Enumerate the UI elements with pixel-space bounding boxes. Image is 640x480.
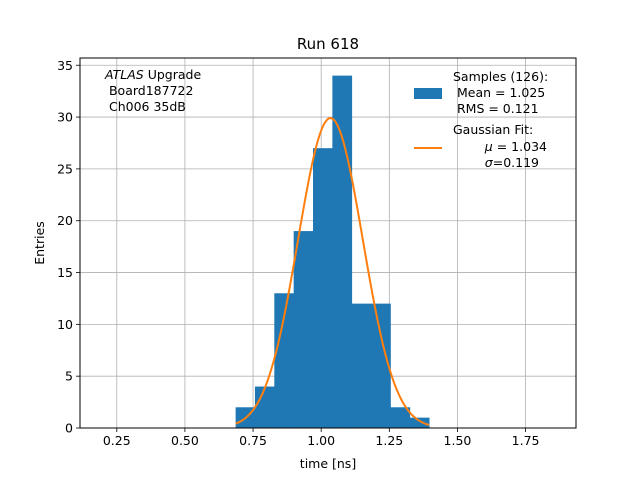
axis-ticks: 0.25 0.50 0.75 1.00 1.25 1.50 1.75 0 5 10 15 20 25 30…: [57, 58, 539, 448]
histogram-bar-9: [409, 417, 430, 428]
y-tick-label-4: 20: [57, 213, 73, 228]
x-tick-label-6: 1.75: [512, 433, 540, 448]
histogram-bar-8: [390, 407, 411, 428]
histogram-bar-3: [293, 231, 314, 428]
legend-fit-mu-value: = 1.034: [493, 139, 547, 154]
svg-text:σ=0.119: σ=0.119: [453, 155, 559, 170]
legend-hist-name: Samples (126):: [453, 69, 548, 84]
legend-fit-mu-symbol: μ: [481, 139, 493, 154]
legend-hist-swatch: [414, 88, 442, 99]
annotation-line1-rest: Upgrade: [144, 67, 202, 82]
atlas-label: ATLAS: [104, 67, 144, 82]
y-tick-label-6: 30: [57, 110, 73, 125]
x-tick-label-1: 0.50: [171, 433, 199, 448]
y-tick-label-1: 5: [65, 369, 73, 384]
y-tick-label-2: 10: [57, 317, 73, 332]
legend-fit-sigma-symbol: σ: [481, 155, 494, 170]
x-tick-label-3: 1.00: [307, 433, 335, 448]
y-tick-label-7: 35: [57, 58, 73, 73]
histogram-bar-2: [274, 293, 295, 428]
histogram-bar-1: [254, 386, 275, 428]
histogram-bar-4: [313, 148, 333, 428]
x-tick-label-4: 1.25: [375, 433, 403, 448]
histogram-bar-5: [332, 75, 353, 428]
atlas-annotation: ATLAS Upgrade Board187722 Ch006 35dB: [104, 67, 201, 114]
svg-text:μ = 1.034: μ = 1.034: [453, 139, 567, 154]
histogram-bars: [235, 75, 430, 428]
y-axis-label: Entries: [32, 221, 47, 265]
svg-text:ATLAS Upgrade: ATLAS Upgrade: [104, 67, 201, 82]
y-tick-label-0: 0: [65, 421, 73, 436]
legend-hist-rms: RMS = 0.121: [453, 101, 539, 116]
legend-fit-name: Gaussian Fit:: [453, 122, 533, 137]
histogram-bar-7: [371, 303, 391, 428]
plot-frame: [79, 57, 577, 429]
annotation-board: Board187722: [105, 83, 193, 98]
legend-hist-mean: Mean = 1.025: [453, 85, 545, 100]
x-axis-label: time [ns]: [300, 456, 356, 471]
y-tick-label-3: 15: [57, 265, 73, 280]
x-tick-label-0: 0.25: [103, 433, 131, 448]
x-tick-label-5: 1.50: [444, 433, 472, 448]
gaussian-fit-curve: [235, 117, 430, 426]
annotation-channel: Ch006 35dB: [105, 99, 186, 114]
gaussian-fit: [235, 117, 430, 426]
histogram-bar-6: [351, 303, 372, 428]
y-tick-label-5: 25: [57, 161, 73, 176]
x-tick-label-2: 0.75: [239, 433, 267, 448]
legend-fit-sigma-value: =0.119: [493, 155, 539, 170]
legend: Samples (126): Mean = 1.025 RMS = 0.121 …: [414, 69, 567, 170]
chart-title: Run 618: [297, 35, 359, 53]
